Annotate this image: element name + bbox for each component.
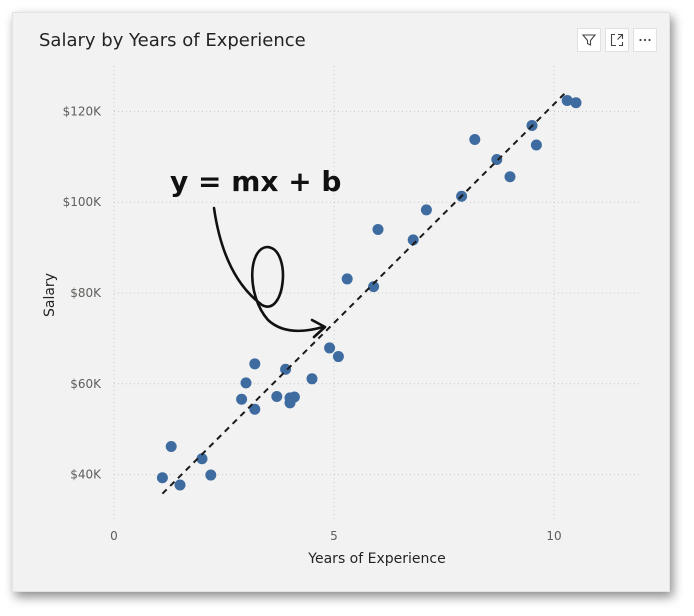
x-tick-label: 0 bbox=[110, 529, 118, 543]
data-point[interactable] bbox=[504, 171, 516, 183]
data-point[interactable] bbox=[306, 373, 318, 385]
data-point[interactable] bbox=[530, 139, 542, 151]
annotation-arrow bbox=[212, 206, 325, 333]
data-point[interactable] bbox=[280, 363, 292, 375]
focus-mode-button[interactable] bbox=[605, 28, 629, 52]
filter-button[interactable] bbox=[577, 28, 601, 52]
x-tick-label: 5 bbox=[330, 529, 338, 543]
data-point[interactable] bbox=[324, 342, 336, 354]
visual-toolbar bbox=[577, 28, 657, 52]
y-tick-label: $40K bbox=[70, 468, 102, 482]
filter-icon bbox=[581, 34, 597, 46]
data-point[interactable] bbox=[240, 377, 252, 389]
data-point[interactable] bbox=[236, 393, 248, 405]
data-point[interactable] bbox=[249, 403, 261, 415]
data-point[interactable] bbox=[420, 204, 432, 216]
data-point[interactable] bbox=[469, 134, 481, 146]
data-point[interactable] bbox=[249, 358, 261, 370]
data-point[interactable] bbox=[205, 469, 217, 481]
data-point[interactable] bbox=[271, 391, 283, 403]
data-points bbox=[156, 95, 582, 491]
data-point[interactable] bbox=[174, 479, 186, 491]
data-point[interactable] bbox=[372, 223, 384, 235]
data-point[interactable] bbox=[156, 472, 168, 484]
data-point[interactable] bbox=[332, 351, 344, 363]
data-point[interactable] bbox=[288, 391, 300, 403]
x-axis-title: Years of Experience bbox=[307, 551, 445, 567]
trendline bbox=[161, 90, 568, 495]
more-options-button[interactable] bbox=[633, 28, 657, 52]
more-options-icon bbox=[639, 38, 651, 42]
formula-annotation: y = mx + b bbox=[170, 165, 341, 198]
annotation-arrowhead bbox=[310, 318, 327, 339]
y-axis-ticks: $40K $60K $80K $100K $120K bbox=[63, 104, 103, 481]
focus-mode-icon bbox=[610, 33, 624, 47]
y-tick-label: $120K bbox=[63, 104, 103, 118]
y-axis-title: Salary bbox=[42, 273, 58, 317]
data-point[interactable] bbox=[341, 273, 353, 285]
y-tick-label: $80K bbox=[70, 286, 102, 300]
data-point[interactable] bbox=[491, 154, 503, 166]
data-point[interactable] bbox=[570, 97, 582, 109]
x-axis-ticks: 0 5 10 bbox=[110, 529, 561, 543]
gridlines bbox=[113, 66, 642, 520]
data-point[interactable] bbox=[196, 453, 208, 465]
x-tick-label: 10 bbox=[546, 529, 561, 543]
y-tick-label: $60K bbox=[70, 377, 102, 391]
data-point[interactable] bbox=[561, 95, 573, 107]
visual-card: Salary by Years of Experience bbox=[12, 12, 670, 592]
data-point[interactable] bbox=[165, 440, 177, 452]
y-tick-label: $100K bbox=[63, 195, 103, 209]
chart-title: Salary by Years of Experience bbox=[39, 30, 306, 51]
data-point[interactable] bbox=[368, 281, 380, 293]
